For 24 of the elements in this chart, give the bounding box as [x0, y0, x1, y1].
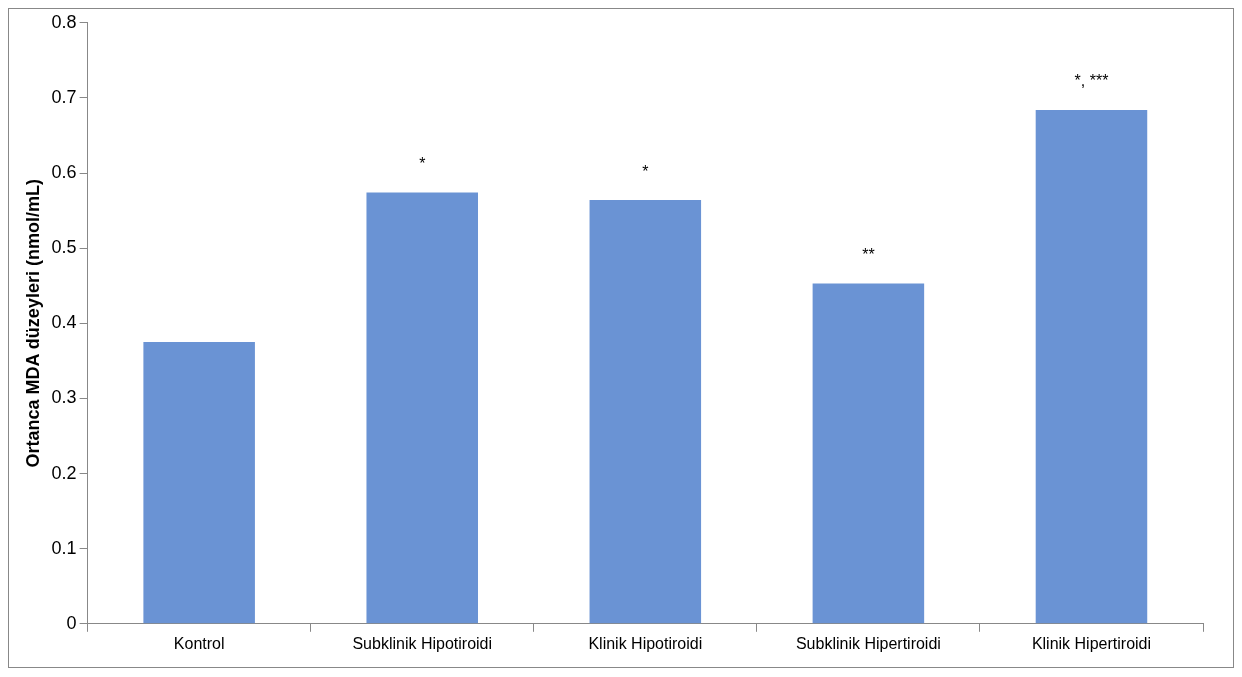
x-tick-label: Subklinik Hipertiroidi: [795, 634, 941, 652]
y-tick-label: 0.2: [51, 462, 77, 483]
bar: [1035, 109, 1148, 624]
x-tick-label: Klinik Hipotiroidi: [588, 634, 703, 652]
x-tick-label: Kontrol: [173, 634, 225, 652]
y-tick-label: 0.6: [51, 162, 77, 183]
bar: [366, 192, 479, 624]
x-tick-label: Klinik Hipertiroidi: [1031, 634, 1152, 652]
y-tick-label: 0.7: [51, 86, 77, 107]
annotation: *, ***: [1074, 72, 1109, 90]
y-axis-title: Ortanca MDA düzeyleri (nmol/mL): [22, 179, 43, 468]
y-tick-label: 0.3: [51, 387, 77, 408]
bar: [812, 283, 925, 624]
x-tick-label: Subklinik Hipotiroidi: [352, 634, 493, 652]
y-tick-label: 0.8: [51, 11, 77, 32]
y-tick-label: 0.5: [51, 237, 77, 258]
annotation: *: [419, 154, 426, 172]
y-tick-label: 0.1: [51, 537, 77, 558]
bar: [143, 342, 255, 624]
annotation: *: [642, 162, 649, 180]
bar: [589, 200, 702, 624]
y-tick-label: 0: [66, 612, 77, 633]
y-tick-label: 0.4: [51, 312, 77, 333]
annotation: **: [862, 245, 875, 263]
